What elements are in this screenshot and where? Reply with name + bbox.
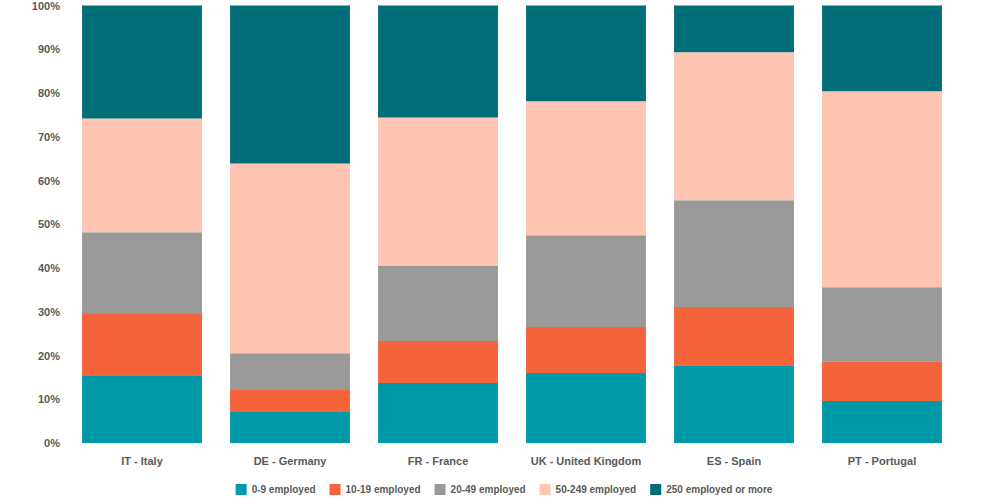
svg-text:ES - Spain: ES - Spain — [707, 455, 762, 467]
svg-text:50%: 50% — [38, 218, 60, 230]
svg-text:20-49 employed: 20-49 employed — [451, 484, 526, 495]
svg-text:250 employed or more: 250 employed or more — [666, 484, 773, 495]
svg-text:IT - Italy: IT - Italy — [121, 455, 163, 467]
svg-text:90%: 90% — [38, 43, 60, 55]
svg-text:30%: 30% — [38, 306, 60, 318]
svg-text:0%: 0% — [44, 437, 60, 449]
svg-text:100%: 100% — [32, 0, 60, 12]
svg-text:UK - United Kingdom: UK - United Kingdom — [531, 455, 642, 467]
svg-text:50-249 employed: 50-249 employed — [556, 484, 637, 495]
svg-text:FR - France: FR - France — [408, 455, 469, 467]
svg-text:DE - Germany: DE - Germany — [254, 455, 328, 467]
svg-text:10-19 employed: 10-19 employed — [346, 484, 421, 495]
svg-text:20%: 20% — [38, 350, 60, 362]
svg-text:PT - Portugal: PT - Portugal — [848, 455, 916, 467]
svg-text:70%: 70% — [38, 131, 60, 143]
svg-text:10%: 10% — [38, 393, 60, 405]
svg-text:40%: 40% — [38, 262, 60, 274]
svg-text:80%: 80% — [38, 87, 60, 99]
svg-text:60%: 60% — [38, 175, 60, 187]
svg-text:0-9 employed: 0-9 employed — [252, 484, 316, 495]
